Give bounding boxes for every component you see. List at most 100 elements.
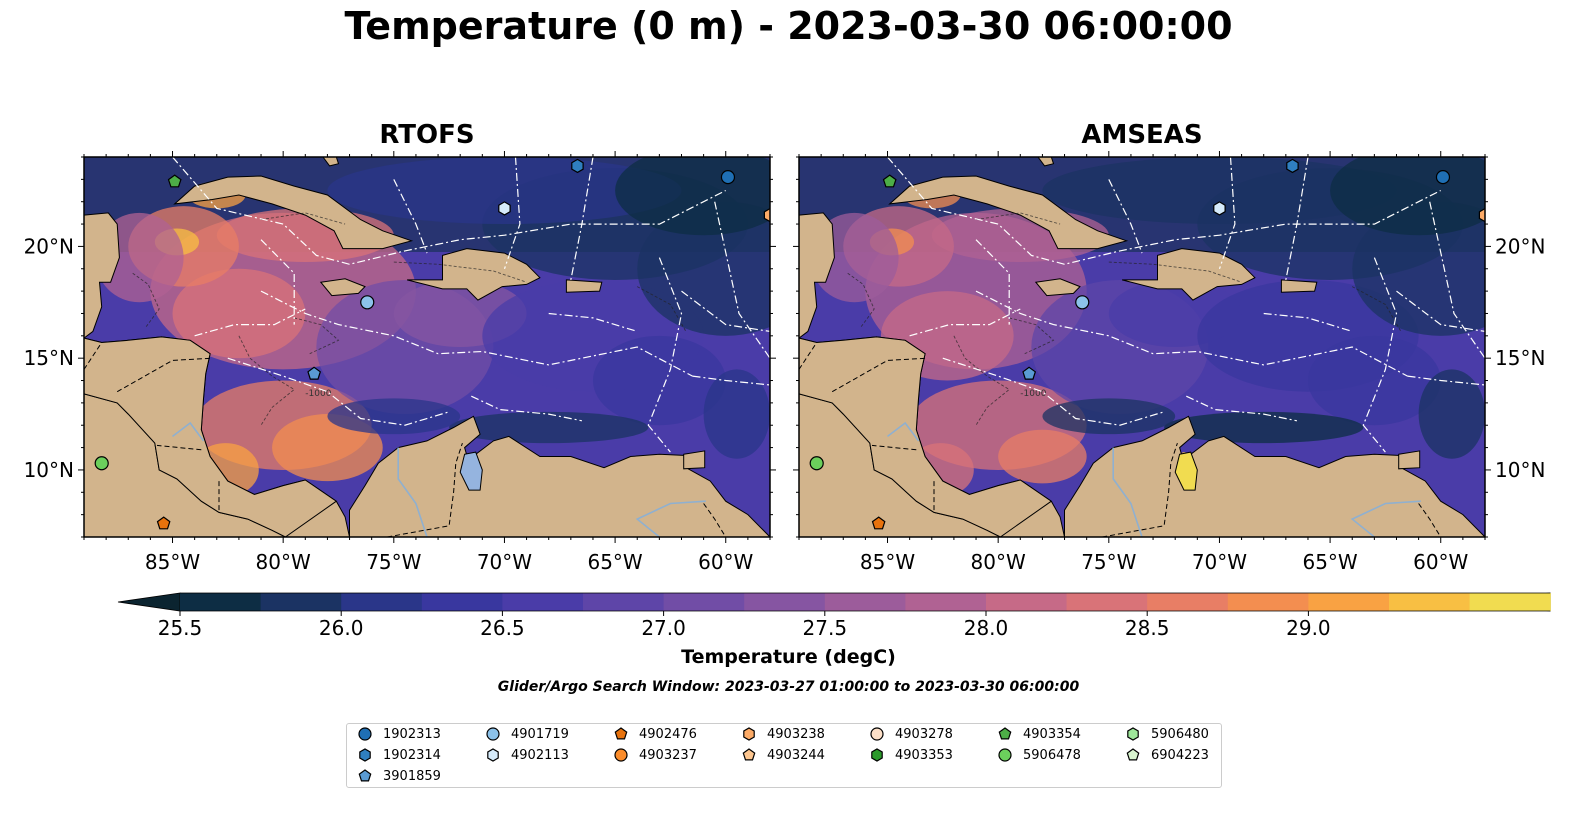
- lon-tick-label: 65°W: [587, 550, 642, 574]
- country-border: [703, 503, 727, 537]
- legend-marker: [870, 727, 884, 741]
- float-marker-4901719: [1075, 295, 1090, 310]
- lat-tick-label: 15°N: [24, 346, 74, 370]
- land-hisp: [406, 248, 541, 301]
- bathymetry-contour: [294, 317, 340, 355]
- bathymetry-contour: [393, 261, 527, 283]
- colorbar-bin: [502, 593, 584, 611]
- temperature-field-patch: [1164, 411, 1364, 444]
- land-cuba: [888, 175, 1129, 250]
- colorbar-bin: [1227, 593, 1309, 611]
- eez-boundary: [227, 357, 450, 426]
- bathymetry-contour: [132, 272, 160, 328]
- panel-title-amseas: AMSEAS: [1081, 120, 1203, 150]
- colorbar-bin: [341, 593, 423, 611]
- legend-item-6904223: 6904223: [1125, 747, 1209, 763]
- legend-item-5906480: 5906480: [1125, 726, 1209, 742]
- eez-boundary: [260, 290, 693, 377]
- legend-marker: [614, 727, 628, 740]
- temperature-field-patch: [327, 398, 461, 435]
- colorbar-bin: [744, 593, 826, 611]
- land-cuba: [173, 175, 414, 250]
- hexagon-marker-icon: [743, 727, 755, 741]
- circle-marker-icon: [358, 727, 372, 741]
- colorbar-bin: [180, 593, 262, 611]
- colorbar-bin: [421, 593, 503, 611]
- eez-boundary: [570, 157, 594, 281]
- legend-marker: [743, 727, 755, 741]
- colorbar-bin: [1066, 593, 1148, 611]
- legend-item-4901719: 4901719: [485, 726, 569, 742]
- legend-item-1902313: 1902313: [357, 726, 441, 742]
- eez-boundary: [1362, 257, 1398, 453]
- map-frame: [798, 156, 1486, 538]
- hexagon-marker-icon: [871, 748, 883, 762]
- circle-marker-icon: [870, 727, 884, 741]
- land-florida: [240, 157, 278, 158]
- legend-item-4902113: 4902113: [485, 747, 569, 763]
- eez-boundary: [1396, 290, 1485, 332]
- eez-boundary: [260, 239, 295, 325]
- colorbar-bin: [663, 593, 745, 611]
- colorbar-bin: [824, 593, 906, 611]
- legend-marker: [1126, 748, 1140, 761]
- legend-label: 4901719: [511, 726, 569, 742]
- float-marker-4903354: [167, 174, 182, 188]
- bathymetry-contour: [238, 335, 295, 426]
- legend-label: 4902113: [511, 747, 569, 763]
- float-legend: 1902313 1902314 3901859 4901719 4902113 49024…: [346, 723, 1222, 788]
- lat-tick-label: 20°N: [1495, 234, 1545, 258]
- lat-tick-label: 20°N: [24, 234, 74, 258]
- temperature-field-patch: [1418, 369, 1485, 459]
- legend-label: 3901859: [383, 768, 441, 784]
- eez-boundary: [194, 308, 306, 337]
- pentagon-marker-icon: [1126, 748, 1140, 761]
- temperature-field-patch: [272, 414, 383, 482]
- temperature-field-patch: [1042, 157, 1397, 225]
- float-marker-4902476: [871, 516, 886, 530]
- float-marker-4903354: [882, 174, 897, 188]
- colorbar-under-extension: [117, 592, 181, 612]
- colorbar-bin: [260, 593, 342, 611]
- country-border: [116, 357, 213, 393]
- colorbar-tick-label: 27.5: [803, 616, 848, 640]
- legend-item-4903354: 4903354: [997, 726, 1081, 742]
- colorbar-tick-label: 25.5: [158, 616, 203, 640]
- legend-label: 1902313: [383, 726, 441, 742]
- eez-boundary: [681, 290, 770, 332]
- lon-tick-label: 65°W: [1302, 550, 1357, 574]
- colorbar-tick-label: 27.0: [641, 616, 686, 640]
- eez-boundary: [975, 290, 1408, 377]
- temperature-field-patch: [615, 157, 770, 236]
- eez-boundary: [909, 308, 1021, 337]
- lake-maracaibo: [1174, 451, 1198, 491]
- lat-tick-label: 10°N: [24, 458, 74, 482]
- eez-boundary: [1186, 395, 1298, 422]
- land-puerto: [1280, 279, 1318, 293]
- bathymetry-contour: [1351, 286, 1402, 332]
- legend-label: 4903278: [895, 726, 953, 742]
- land-jamaica: [319, 278, 366, 297]
- pentagon-marker-icon: [614, 727, 628, 740]
- pentagon-marker-icon: [998, 727, 1012, 740]
- temperature-field-patch: [449, 411, 649, 444]
- eez-boundary: [172, 157, 726, 265]
- float-marker-4903238: [763, 207, 770, 223]
- legend-label: 4903354: [1023, 726, 1081, 742]
- colorbar-bin: [1147, 593, 1229, 611]
- eez-boundary: [1429, 201, 1485, 359]
- bathymetry-contour: [260, 212, 346, 225]
- lake-maracaibo: [459, 451, 483, 491]
- legend-item-4903237: 4903237: [613, 747, 697, 763]
- colorbar-tick-label: 26.5: [480, 616, 525, 640]
- colorbar-tick-label: 26.0: [319, 616, 364, 640]
- legend-item-4903353: 4903353: [869, 747, 953, 763]
- land-central-america: [799, 336, 1053, 537]
- legend-item-4903238: 4903238: [741, 726, 825, 742]
- eez-boundary: [692, 375, 770, 386]
- country-border: [831, 357, 928, 393]
- country-border: [84, 342, 103, 370]
- float-marker-1902313: [720, 170, 736, 185]
- float-marker-4902113: [1213, 201, 1226, 216]
- colorbar-tick-label: 28.0: [964, 616, 1009, 640]
